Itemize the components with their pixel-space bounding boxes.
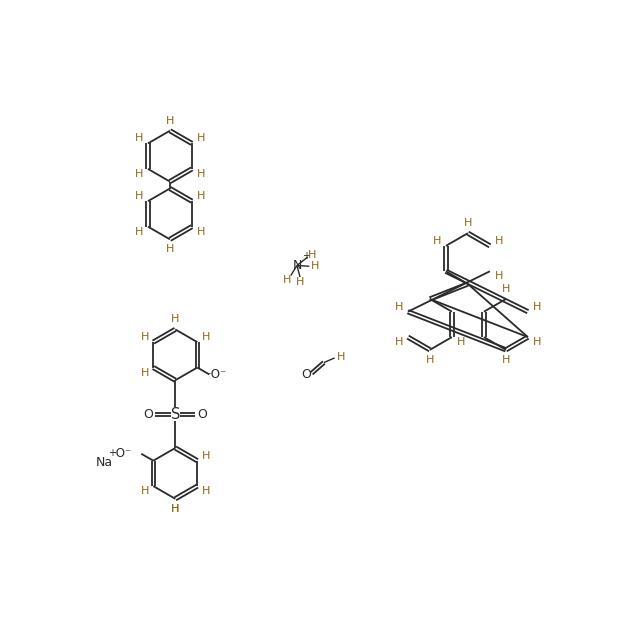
Text: H: H	[533, 337, 541, 347]
Text: H: H	[202, 332, 210, 342]
Text: H: H	[202, 486, 210, 496]
Text: H: H	[464, 218, 472, 228]
Text: H: H	[283, 275, 291, 285]
Text: O: O	[197, 408, 207, 420]
Text: S: S	[170, 406, 180, 422]
Text: H: H	[166, 116, 174, 126]
Text: H: H	[311, 261, 319, 271]
Text: ·O⁻: ·O⁻	[113, 447, 132, 460]
Text: Na: Na	[96, 456, 113, 469]
Text: N: N	[292, 259, 302, 272]
Text: H: H	[141, 486, 149, 496]
Text: H: H	[135, 169, 143, 179]
Text: H: H	[502, 355, 510, 365]
Text: H: H	[197, 133, 205, 143]
Text: O: O	[143, 408, 153, 420]
Text: H: H	[166, 244, 174, 254]
Text: H: H	[202, 451, 210, 461]
Text: +: +	[301, 251, 309, 261]
Text: H: H	[337, 352, 345, 362]
Text: H: H	[141, 332, 149, 342]
Text: H: H	[197, 191, 205, 201]
Text: H: H	[171, 504, 179, 514]
Text: H: H	[171, 314, 179, 325]
Text: O: O	[301, 368, 311, 380]
Text: H: H	[135, 191, 143, 201]
Text: H: H	[135, 226, 143, 236]
Text: +: +	[108, 448, 117, 458]
Text: H: H	[456, 337, 465, 347]
Text: H: H	[135, 133, 143, 143]
Text: H: H	[494, 236, 503, 246]
Text: H: H	[395, 337, 404, 347]
Text: H: H	[426, 355, 434, 365]
Text: H: H	[296, 278, 304, 287]
Text: H: H	[197, 226, 205, 236]
Text: H: H	[533, 302, 541, 312]
Text: H: H	[141, 368, 149, 377]
Text: H: H	[308, 250, 317, 261]
Text: H: H	[171, 504, 179, 514]
Text: H: H	[502, 284, 510, 294]
Text: H: H	[197, 169, 205, 179]
Text: ·O⁻: ·O⁻	[207, 368, 227, 381]
Text: H: H	[494, 271, 503, 281]
Text: H: H	[395, 302, 404, 312]
Text: H: H	[433, 236, 441, 246]
